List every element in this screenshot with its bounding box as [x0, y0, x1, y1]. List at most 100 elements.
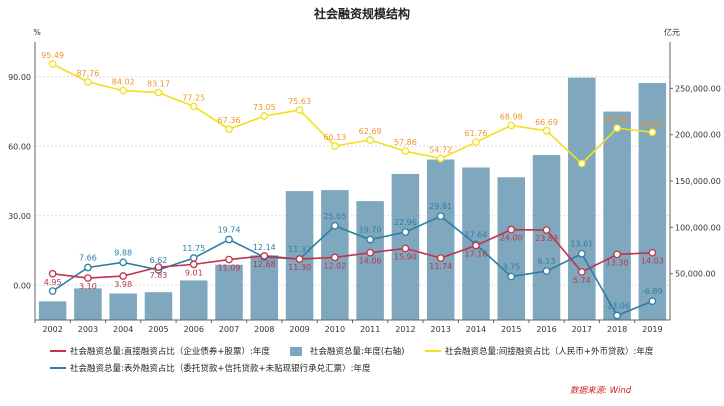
data-label-indirect-2005: 83.17	[147, 80, 170, 89]
line-offbalance	[52, 215, 653, 317]
bar-2005	[144, 292, 173, 320]
left-tick-label: 30.00	[8, 212, 31, 221]
point-indirect-2009	[295, 106, 304, 114]
line-direct	[52, 228, 653, 279]
bar-2004	[109, 293, 137, 320]
data-label-offbalance-2016: 6.13	[538, 257, 556, 266]
point-offbalance-2004	[119, 258, 128, 267]
data-label-indirect-2014: 61.76	[465, 129, 488, 138]
data-label-direct-2016: 23.83	[535, 234, 558, 243]
point-indirect-2016	[542, 126, 551, 135]
data-label-offbalance-2012: 22.96	[394, 218, 417, 227]
x-tick-label: 2003	[78, 325, 98, 334]
legend-label-offbalance: 社会融资总量:表外融资占比（委托贷款+信托贷款+未贴现银行承兑汇票）:年度	[70, 363, 371, 374]
data-label-indirect-2006: 77.25	[182, 93, 205, 102]
x-tick-label: 2006	[184, 325, 204, 334]
x-tick-label: 2018	[607, 325, 627, 334]
left-tick-label: 0.00	[13, 281, 31, 290]
point-direct-2013	[436, 254, 445, 262]
data-label-offbalance-2018: -13.06	[604, 302, 630, 311]
point-direct-2014	[472, 241, 480, 250]
data-label-offbalance-2005: 6.62	[150, 256, 168, 265]
x-tick-label: 2016	[536, 325, 556, 334]
point-direct-2019	[648, 248, 657, 257]
point-indirect-2002	[48, 60, 57, 68]
data-label-offbalance-2015: 3.75	[502, 263, 520, 272]
data-label-direct-2014: 17.16	[465, 249, 488, 258]
x-tick-label: 2019	[642, 325, 662, 334]
point-offbalance-2017	[577, 249, 586, 258]
legend-label-direct: 社会融资总量:直接融资占比（企业债券+股票）:年度	[70, 346, 270, 357]
bar-2018	[603, 111, 631, 321]
bar-2006	[179, 280, 208, 320]
point-indirect-2011	[366, 136, 374, 144]
point-indirect-2008	[260, 112, 269, 120]
point-direct-2010	[331, 253, 339, 262]
data-label-indirect-2016: 66.69	[535, 118, 558, 127]
data-label-offbalance-2013: 29.81	[429, 202, 452, 211]
point-offbalance-2016	[542, 267, 551, 275]
point-offbalance-2010	[331, 221, 339, 230]
data-label-direct-2013: 11.74	[429, 262, 452, 271]
bar-2003	[74, 288, 102, 320]
point-direct-2011	[366, 248, 374, 257]
data-label-direct-2019: 14.03	[641, 257, 664, 266]
point-indirect-2003	[84, 78, 92, 86]
data-label-offbalance-2008: 12.14	[253, 243, 276, 252]
left-axis-unit: %	[33, 28, 41, 37]
point-direct-2007	[225, 255, 233, 264]
point-indirect-2018	[613, 124, 621, 133]
bar-2015	[497, 177, 526, 320]
line-indirect	[52, 63, 653, 165]
data-label-direct-2012: 15.90	[394, 252, 417, 261]
data-label-offbalance-2010: 25.65	[323, 212, 346, 221]
point-direct-2016	[542, 226, 551, 234]
axes: 90.00 60.00 30.00 0.00 250,000.00 200,000.00 1…	[8, 42, 721, 334]
x-tick-label: 2004	[113, 325, 133, 334]
point-direct-2012	[401, 244, 410, 253]
point-offbalance-2003	[84, 263, 92, 272]
bar-2007	[215, 264, 243, 320]
data-label-indirect-2010: 60.13	[323, 133, 346, 142]
point-offbalance-2013	[436, 212, 445, 221]
data-label-indirect-2018: 67.81	[606, 115, 629, 124]
point-direct-2017	[577, 268, 586, 276]
data-label-offbalance-2004: 9.88	[114, 248, 132, 257]
x-tick-label: 2013	[431, 325, 451, 334]
point-direct-2006	[189, 260, 198, 269]
data-label-direct-2008: 12.68	[253, 260, 276, 269]
data-label-direct-2017: 5.74	[573, 276, 591, 285]
data-label-direct-2002: 4.95	[44, 278, 62, 287]
x-tick-label: 2005	[148, 325, 168, 334]
point-offbalance-2011	[366, 235, 374, 244]
data-label-offbalance-2014: 17.64	[465, 230, 488, 239]
point-indirect-2012	[401, 147, 410, 156]
x-tick-label: 2011	[360, 325, 380, 334]
data-label-direct-2018: 13.30	[606, 258, 629, 267]
data-label-indirect-2003: 87.76	[76, 69, 99, 78]
line-series	[48, 60, 657, 320]
legend-label-total: 社会融资总量:年度(右轴)	[310, 346, 405, 357]
bar-series-total	[38, 77, 667, 321]
bar-2013	[426, 159, 455, 320]
right-axis-unit: 亿元	[664, 27, 680, 37]
x-tick-label: 2007	[219, 325, 239, 334]
bar-2016	[532, 155, 561, 320]
data-label-direct-2003: 3.10	[79, 282, 97, 291]
point-offbalance-2015	[507, 272, 516, 281]
data-label-indirect-2007: 67.36	[218, 116, 241, 125]
point-direct-2018	[613, 250, 621, 259]
data-label-direct-2011: 14.06	[359, 257, 382, 266]
data-label-offbalance-2007: 19.74	[218, 226, 241, 235]
point-direct-2015	[507, 225, 516, 234]
x-tick-label: 2009	[289, 325, 309, 334]
data-label-direct-2004: 3.98	[114, 280, 132, 289]
data-label-indirect-2002: 95.49	[41, 51, 64, 60]
bar-2008	[250, 255, 279, 320]
data-label-indirect-2008: 73.05	[253, 103, 276, 112]
point-offbalance-2018	[613, 311, 621, 320]
legend-marker-total	[290, 347, 302, 356]
data-label-offbalance-2017: 13.61	[570, 240, 593, 249]
point-indirect-2005	[154, 88, 163, 97]
